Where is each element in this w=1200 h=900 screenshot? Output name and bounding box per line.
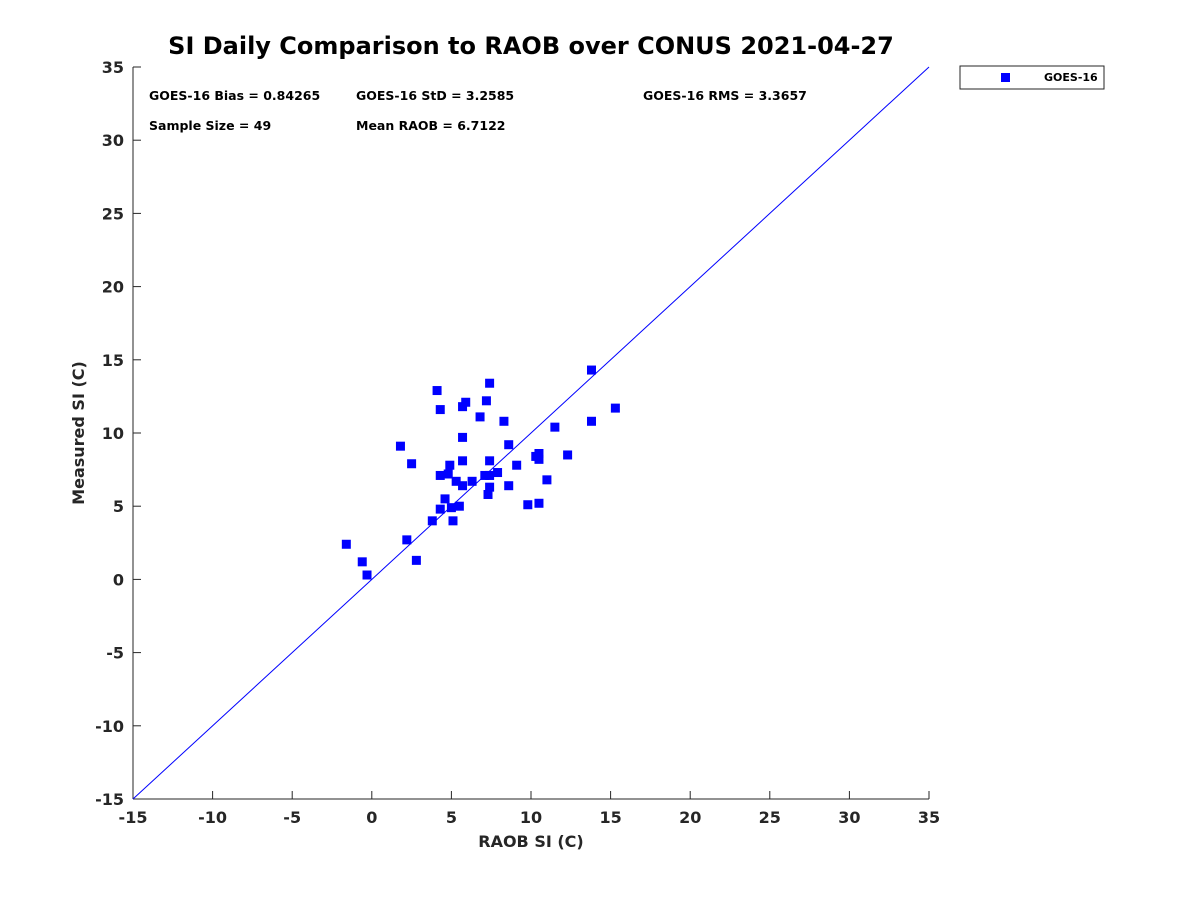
data-point	[461, 397, 471, 407]
y-tick-label: 0	[113, 570, 124, 589]
data-point	[458, 432, 468, 442]
data-point	[458, 481, 468, 491]
data-point	[499, 416, 509, 426]
x-axis: -15 -10 -5 0 5 10 15 20 25 30 35	[119, 791, 940, 827]
y-tick-label: 20	[102, 278, 124, 297]
data-point	[454, 501, 464, 511]
data-point	[458, 456, 468, 466]
data-point	[534, 454, 544, 464]
data-point	[467, 476, 477, 486]
x-tick-label: -10	[198, 808, 227, 827]
data-point	[485, 456, 495, 466]
identity-line	[132, 66, 930, 800]
data-point	[445, 460, 455, 470]
x-tick-label: 0	[366, 808, 377, 827]
x-tick-label: -15	[119, 808, 148, 827]
y-tick-label: -15	[95, 790, 124, 809]
y-axis-label: Measured SI (C)	[69, 361, 88, 505]
data-point	[357, 557, 367, 567]
data-point	[411, 555, 421, 565]
data-point	[483, 489, 493, 499]
x-tick-label: 35	[918, 808, 940, 827]
data-points	[341, 365, 620, 580]
data-point	[451, 476, 461, 486]
data-point	[586, 365, 596, 375]
y-axis: -15 -10 -5 0 5 10 15 20 25 30 35	[95, 58, 141, 809]
legend-marker	[1001, 73, 1010, 82]
rms-annotation: GOES-16 RMS = 3.3657	[643, 88, 807, 103]
sample-size-annotation: Sample Size = 49	[149, 118, 271, 133]
x-axis-label: RAOB SI (C)	[478, 832, 583, 851]
std-annotation: GOES-16 StD = 3.2585	[356, 88, 514, 103]
y-tick-label: 35	[102, 58, 124, 77]
data-point	[485, 378, 495, 388]
y-tick-label: -5	[106, 644, 124, 663]
data-point	[542, 475, 552, 485]
bias-annotation: GOES-16 Bias = 0.84265	[149, 88, 320, 103]
data-point	[432, 386, 442, 396]
chart-title: SI Daily Comparison to RAOB over CONUS 2…	[168, 32, 894, 60]
legend: GOES-16	[959, 65, 1105, 90]
data-point	[610, 403, 620, 413]
y-tick-label: 25	[102, 204, 124, 223]
y-tick-label: 10	[102, 424, 124, 443]
data-point	[475, 412, 485, 422]
x-tick-label: 5	[446, 808, 457, 827]
data-point	[402, 535, 412, 545]
data-point	[480, 470, 490, 480]
data-point	[443, 469, 453, 479]
data-point	[534, 448, 544, 458]
data-point	[563, 450, 573, 460]
data-point	[395, 441, 405, 451]
mean-raob-annotation: Mean RAOB = 6.7122	[356, 118, 505, 133]
data-point	[586, 416, 596, 426]
x-tick-label: 30	[838, 808, 860, 827]
x-tick-label: 25	[759, 808, 781, 827]
data-point	[504, 481, 514, 491]
data-point	[448, 516, 458, 526]
data-point	[341, 539, 351, 549]
legend-box	[959, 65, 1105, 90]
y-tick-label: 5	[113, 497, 124, 516]
y-tick-label: -10	[95, 717, 124, 736]
data-point	[362, 570, 372, 580]
data-point	[446, 503, 456, 513]
x-tick-label: 15	[599, 808, 621, 827]
data-point	[493, 468, 503, 478]
data-point	[435, 504, 445, 514]
data-point	[504, 440, 514, 450]
data-point	[485, 470, 495, 480]
data-point	[427, 516, 437, 526]
x-tick-label: 10	[520, 808, 542, 827]
x-tick-label: 20	[679, 808, 701, 827]
y-tick-label: 30	[102, 131, 124, 150]
data-point	[512, 460, 522, 470]
x-tick-label: -5	[283, 808, 301, 827]
data-point	[523, 500, 533, 510]
data-point	[407, 459, 417, 469]
data-point	[534, 498, 544, 508]
data-point	[481, 396, 491, 406]
legend-label: GOES-16	[1044, 71, 1098, 84]
y-tick-label: 15	[102, 351, 124, 370]
data-point	[435, 405, 445, 415]
data-point	[485, 482, 495, 492]
data-point	[440, 494, 450, 504]
data-point	[435, 470, 445, 480]
data-point	[550, 422, 560, 432]
